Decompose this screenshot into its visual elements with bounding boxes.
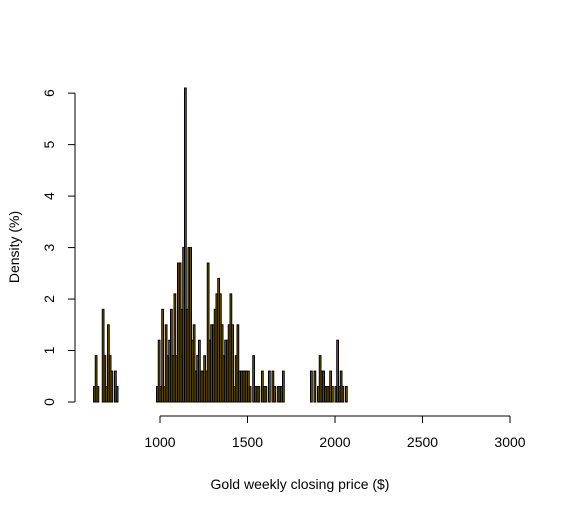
x-tick-label: 1000	[144, 434, 175, 450]
y-tick-label: 4	[41, 192, 57, 200]
histogram-bar	[248, 386, 252, 403]
histogram-bar	[192, 324, 196, 403]
histogram-bar	[103, 355, 107, 403]
histogram-bar	[345, 386, 348, 403]
histogram-bar	[310, 370, 313, 403]
histogram-bar	[157, 339, 161, 403]
x-axis-ticks: 1000 1500 2000 2500 3000	[144, 416, 526, 450]
x-axis-label: Gold weekly closing price ($)	[211, 476, 390, 492]
y-axis-label: Density (%)	[6, 211, 22, 283]
histogram-bar	[341, 386, 345, 403]
histogram-bar	[94, 355, 98, 403]
histogram-bar	[313, 370, 317, 403]
histogram-bar	[206, 262, 210, 403]
y-tick-label: 1	[41, 346, 57, 354]
histogram-bar	[110, 370, 114, 403]
y-tick-label: 3	[41, 243, 57, 251]
histogram-bar	[273, 386, 276, 403]
y-axis-ticks: 0 1 2 3 4 5 6	[41, 89, 75, 406]
histogram-bar	[331, 386, 334, 403]
x-tick-label: 2000	[319, 434, 350, 450]
histogram-bar	[236, 324, 240, 403]
histogram-bar	[257, 386, 261, 403]
histogram-bar	[231, 324, 234, 403]
histogram-bar	[184, 87, 187, 403]
histogram-bar	[189, 247, 192, 403]
histogram-bar	[336, 339, 339, 403]
y-tick-label: 5	[41, 140, 57, 148]
y-tick-label: 6	[41, 89, 57, 97]
histogram-bars	[93, 87, 348, 403]
x-tick-label: 3000	[494, 434, 525, 450]
y-tick-label: 0	[41, 398, 57, 406]
histogram-bar	[115, 386, 119, 403]
x-tick-label: 1500	[232, 434, 263, 450]
histogram-bar	[173, 293, 177, 403]
histogram-bar	[268, 370, 271, 403]
histogram-bar	[96, 386, 100, 403]
x-tick-label: 2500	[407, 434, 438, 450]
histogram-bar	[161, 308, 164, 403]
y-tick-label: 2	[41, 295, 57, 303]
histogram-bar	[282, 370, 285, 403]
histogram-bar	[252, 355, 255, 403]
histogram-bar	[264, 386, 268, 403]
